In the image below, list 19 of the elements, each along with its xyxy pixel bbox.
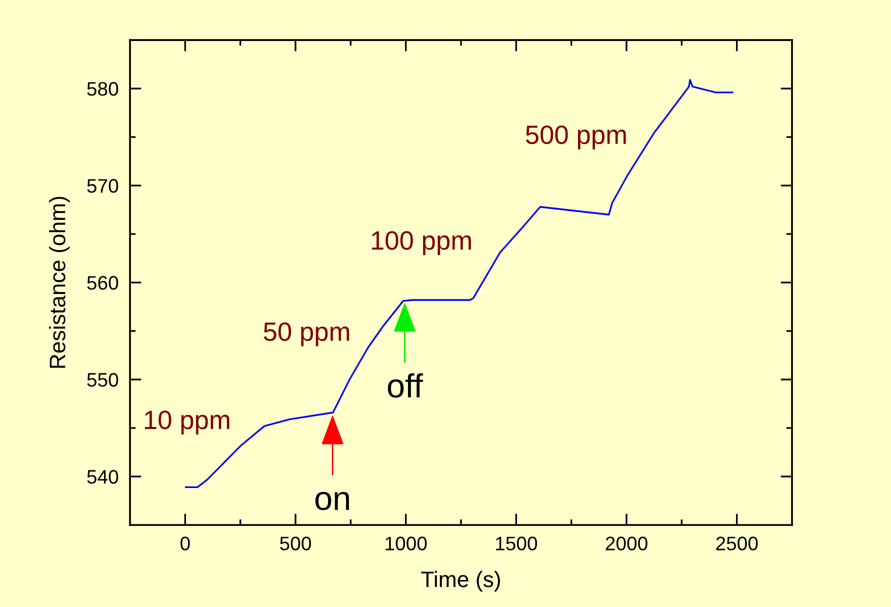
annotation: 100 ppm xyxy=(372,231,471,256)
x-tick-label: 0 xyxy=(180,536,190,550)
annotation: 50 ppm xyxy=(264,322,350,346)
annotation: on xyxy=(315,492,349,510)
x-tick-label: 1500 xyxy=(496,536,538,550)
y-tick-label: 570 xyxy=(87,179,118,193)
y-tick-label: 540 xyxy=(87,470,118,484)
y-tick-label: 560 xyxy=(87,276,118,290)
x-axis-title: Time (s) xyxy=(421,570,500,592)
annotation: 10 ppm xyxy=(144,410,230,434)
y-axis-title: Resistance (ohm) xyxy=(49,196,70,368)
x-tick-label: 500 xyxy=(280,536,311,550)
x-tick-label: 1000 xyxy=(386,536,427,550)
x-tick-label: 2000 xyxy=(606,536,648,550)
annotation: 500 ppm xyxy=(526,125,626,150)
annotation: off xyxy=(388,373,424,398)
x-tick-label: 2500 xyxy=(716,536,758,550)
y-tick-label: 550 xyxy=(87,372,118,387)
y-tick-label: 580 xyxy=(87,82,118,96)
